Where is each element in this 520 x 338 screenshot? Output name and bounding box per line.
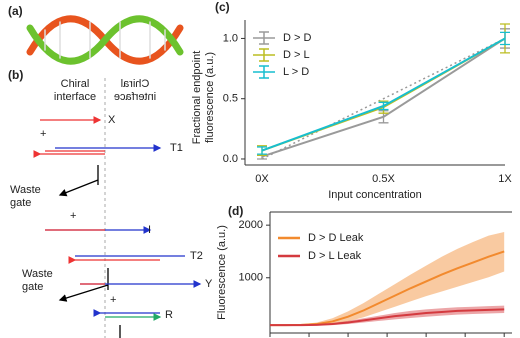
- panel-label: (c): [215, 0, 230, 14]
- diagram-labels: X + T1 Waste gate + I T2 Waste gate Y + …: [10, 114, 213, 321]
- waste-label: gate: [10, 197, 31, 209]
- legend-label: D > D: [283, 32, 311, 44]
- waste-label: Waste: [22, 268, 53, 280]
- error-bar: [257, 146, 267, 155]
- series-line: [270, 308, 505, 327]
- legend-label: D > L: [283, 49, 310, 61]
- strand-label: Y: [205, 278, 213, 290]
- y-tick-label: 0.5: [223, 93, 238, 105]
- panel-label: (a): [8, 4, 23, 18]
- y-axis-label: Fluorescence (a.u.): [216, 225, 228, 320]
- y-tick-label: 1000: [239, 272, 263, 284]
- legend-swatch: [253, 31, 275, 45]
- interface-label: Chiral: [61, 78, 90, 90]
- legend-label: L > D: [283, 66, 309, 78]
- strand-label: X: [108, 114, 116, 126]
- waste-label: gate: [22, 281, 43, 293]
- reference-line: [261, 37, 506, 160]
- y-axis-label: fluorescence (a.u.): [204, 52, 216, 143]
- plus: +: [70, 210, 76, 222]
- error-bar: [378, 101, 389, 111]
- panel-label: (d): [228, 204, 243, 218]
- y-tick-label: 1.0: [223, 32, 238, 44]
- interface-label-mirrored: Chiral: [121, 78, 150, 90]
- plus: +: [40, 128, 46, 140]
- band: [270, 305, 505, 326]
- x-tick-label: 0X: [255, 173, 269, 185]
- x-axis-label: Input concentration: [328, 189, 422, 201]
- strand-label: I: [148, 224, 151, 236]
- strand-label: T1: [170, 142, 183, 154]
- strand-label: R: [165, 309, 173, 321]
- interface-label: interface: [54, 91, 96, 103]
- y-tick-label: 2000: [239, 219, 263, 231]
- x-tick-label: 1X: [498, 173, 512, 185]
- y-axis-label: Fractional endpoint: [191, 51, 203, 145]
- error-bar: [500, 31, 510, 46]
- band: [270, 231, 505, 326]
- strand-label: T2: [190, 250, 203, 262]
- legend-label: D > D Leak: [308, 232, 364, 244]
- interface-label-mirrored: interface: [114, 91, 156, 103]
- legend-swatch: [253, 48, 275, 62]
- y-tick-label: 0.0: [223, 153, 238, 165]
- x-tick-label: 0.5X: [372, 173, 395, 185]
- plus: +: [110, 294, 116, 306]
- legend-swatch: [253, 65, 275, 79]
- legend-label: D > L Leak: [308, 250, 362, 262]
- waste-label: Waste: [10, 184, 41, 196]
- panel-label: (b): [8, 68, 23, 82]
- helix: [26, 15, 184, 65]
- strands: [33, 116, 202, 338]
